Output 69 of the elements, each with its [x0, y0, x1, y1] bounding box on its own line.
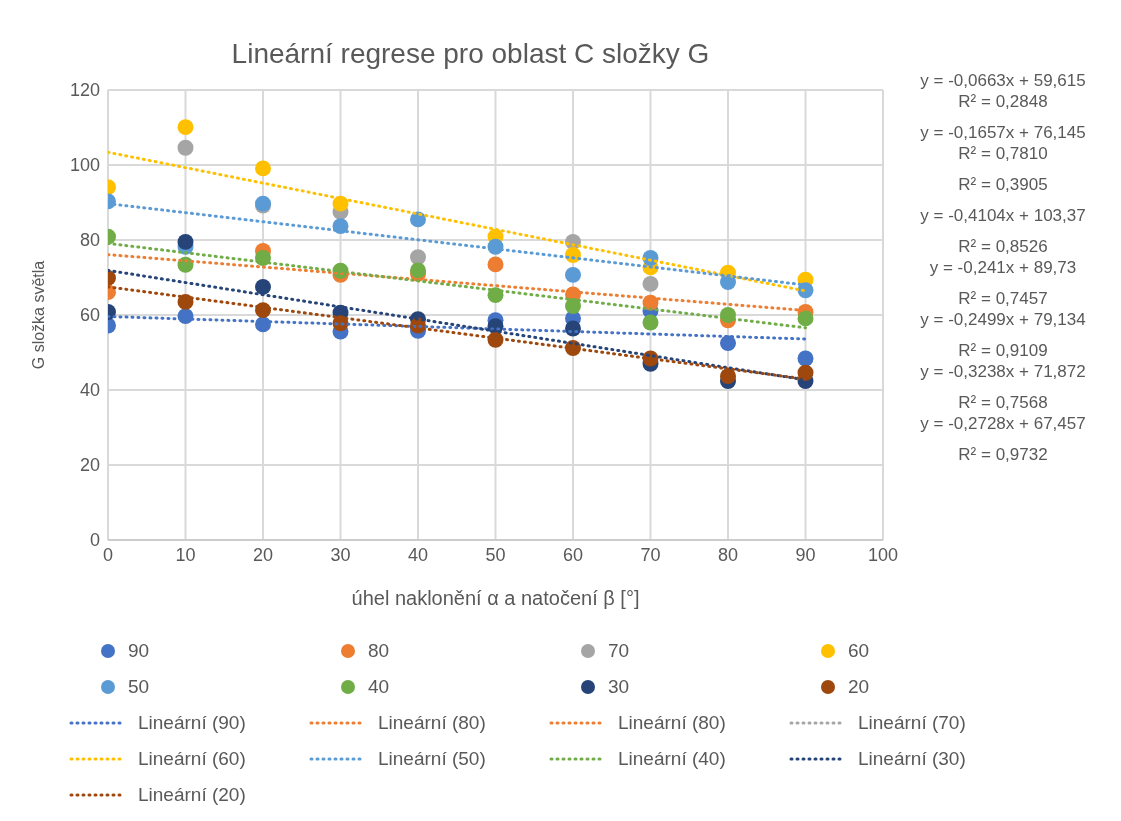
- y-tick-label: 0: [89, 530, 100, 551]
- text: y = -0,4104x + 103,37: [919, 205, 1087, 226]
- point: [177, 139, 194, 156]
- text: y = -0,3238x + 71,872: [919, 361, 1087, 382]
- point: [177, 119, 194, 136]
- point: [565, 298, 581, 314]
- y-tick-label: 40: [79, 380, 100, 401]
- point: [797, 364, 814, 381]
- y-tick-label: 80: [79, 230, 100, 251]
- point: [797, 350, 814, 367]
- point: [410, 249, 426, 266]
- legend-label: Lineární (40): [618, 748, 726, 770]
- legend-label: Lineární (80): [378, 712, 486, 734]
- legend-label: Lineární (80): [618, 712, 726, 734]
- legend-label: Lineární (20): [138, 784, 246, 806]
- point: [255, 160, 271, 177]
- point: [797, 310, 814, 327]
- x-tick-label: 70: [640, 544, 661, 565]
- legend-label: 30: [608, 676, 630, 698]
- x-tick-label: 90: [795, 544, 816, 565]
- x-tick-label: 80: [717, 544, 739, 565]
- y-axis-title: G složka světla: [29, 260, 47, 370]
- text: y = -0,0663x + 59,615: [919, 70, 1087, 91]
- legend-label: Lineární (30): [858, 748, 966, 770]
- point: [177, 233, 194, 250]
- legend-label: 20: [848, 676, 870, 698]
- text: R² = 0,8526: [957, 236, 1049, 257]
- y-tick-label: 120: [69, 80, 100, 101]
- text: y = -0,241x + 89,73: [928, 257, 1078, 278]
- legend-label: Lineární (50): [378, 748, 486, 770]
- x-tick-label: 60: [562, 544, 584, 565]
- point: [565, 266, 581, 283]
- chart-title: Lineární regrese pro oblast C složky G: [230, 37, 711, 70]
- legend-label: 80: [368, 640, 390, 662]
- y-tick-label: 20: [79, 455, 100, 476]
- legend-label: 90: [128, 640, 150, 662]
- point: [255, 278, 271, 295]
- text: R² = 0,2848: [957, 91, 1049, 112]
- text: R² = 0,7568: [957, 392, 1049, 413]
- y-tick-label: 60: [79, 305, 100, 326]
- point: [487, 256, 504, 273]
- legend-label: 40: [368, 676, 390, 698]
- text: R² = 0,3905: [957, 174, 1049, 195]
- text: R² = 0,9109: [957, 340, 1049, 361]
- point: [720, 368, 736, 385]
- x-tick-label: 100: [867, 544, 899, 565]
- x-tick-label: 20: [252, 544, 274, 565]
- x-tick-label: 50: [485, 544, 506, 565]
- legend-label: 60: [848, 640, 870, 662]
- legend-label: 50: [128, 676, 150, 698]
- x-tick-label: 40: [407, 544, 429, 565]
- legend-label: Lineární (70): [858, 712, 966, 734]
- text: R² = 0,7457: [957, 288, 1049, 309]
- point: [642, 275, 659, 292]
- point: [642, 314, 659, 331]
- x-axis-title: úhel naklonění α a natočení β [°]: [351, 587, 640, 609]
- x-tick-label: 30: [330, 544, 351, 565]
- y-tick-label: 100: [69, 155, 100, 176]
- x-tick-label: 0: [102, 544, 114, 565]
- text: y = -0,2499x + 79,134: [919, 309, 1087, 330]
- text: y = -0,2728x + 67,457: [919, 413, 1087, 434]
- text: R² = 0,7810: [957, 143, 1049, 164]
- text: R² = 0,9732: [957, 444, 1049, 465]
- point: [720, 335, 736, 352]
- x-tick-label: 10: [175, 544, 196, 565]
- legend-label: Lineární (90): [138, 712, 246, 734]
- legend-label: 70: [608, 640, 630, 662]
- legend-label: Lineární (60): [138, 748, 246, 770]
- text: y = -0,1657x + 76,145: [919, 122, 1087, 143]
